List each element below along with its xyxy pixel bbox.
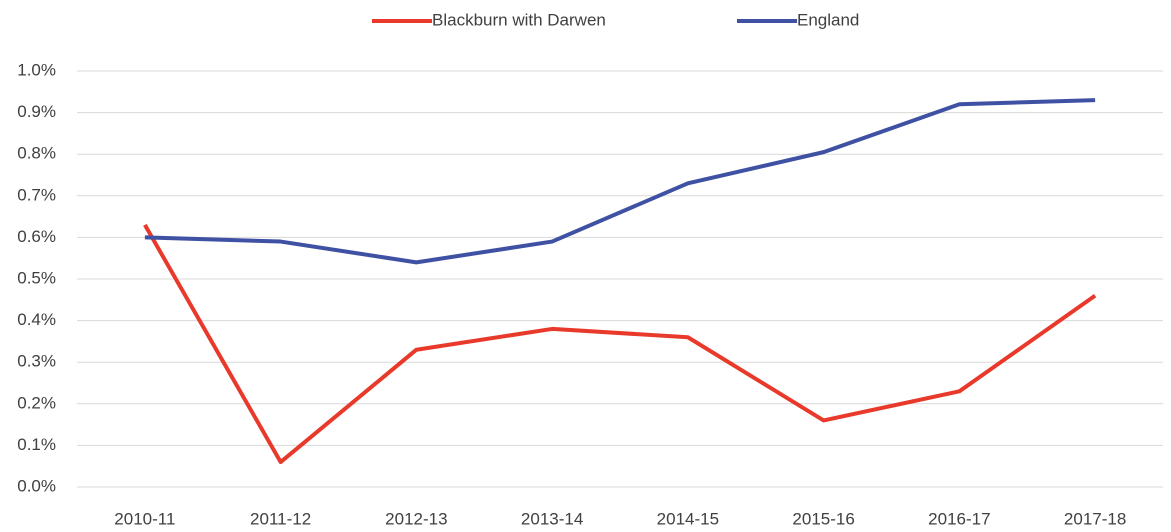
x-tick-label: 2017-18 (1064, 509, 1126, 528)
y-tick-label: 1.0% (17, 60, 56, 79)
series-line (143, 223, 1097, 465)
x-tick-label: 2014-15 (657, 509, 719, 528)
y-tick-label: 0.5% (17, 268, 56, 287)
x-tick-label: 2013-14 (521, 509, 583, 528)
y-tick-label: 0.6% (17, 227, 56, 246)
y-tick-label: 0.9% (17, 102, 56, 121)
x-tick-label: 2015-16 (792, 509, 854, 528)
y-tick-label: 0.3% (17, 352, 56, 371)
x-tick-label: 2012-13 (385, 509, 447, 528)
legend-label: Blackburn with Darwen (432, 10, 606, 29)
x-tick-label: 2010-11 (114, 509, 175, 528)
x-tick-label: 2011-12 (250, 509, 311, 528)
y-tick-label: 0.8% (17, 144, 56, 163)
y-tick-label: 0.1% (17, 435, 56, 454)
series-line (144, 98, 1096, 265)
legend-label: England (797, 10, 859, 29)
y-tick-label: 0.4% (17, 310, 56, 329)
x-tick-label: 2016-17 (928, 509, 990, 528)
y-tick-label: 0.2% (17, 393, 56, 412)
y-tick-label: 0.7% (17, 185, 56, 204)
y-tick-label: 0.0% (17, 476, 56, 495)
